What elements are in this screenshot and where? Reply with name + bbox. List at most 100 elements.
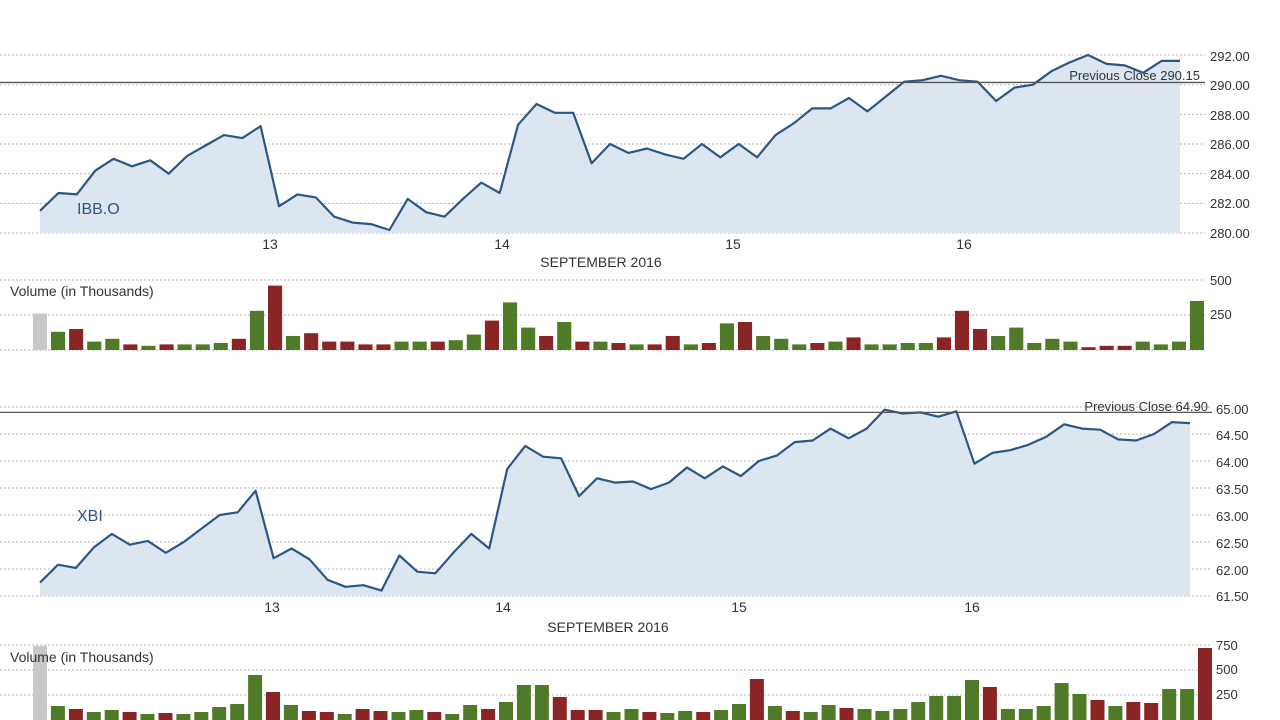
ibb-volume-bar [322, 341, 337, 350]
ibb-volume-bar [864, 344, 879, 350]
ibb-volume-bar [792, 344, 807, 350]
xbi-volume-bar [1198, 648, 1212, 720]
ibb-volume-bar [557, 322, 572, 350]
xbi-volume-bar [929, 696, 944, 720]
ibb-volume-bar [484, 320, 499, 350]
ibb-volume-bar [1099, 345, 1114, 350]
ibb-volume-bar [32, 313, 47, 350]
xbi-volume-grid [0, 644, 1212, 696]
xbi-volume-bar [301, 711, 316, 720]
xbi-volume-bar [283, 705, 298, 720]
ibb-y-tick-label: 280.00 [1210, 226, 1250, 241]
xbi-volume-bar [1180, 689, 1195, 720]
xbi-volume-bar [839, 708, 854, 720]
xbi-volume-bar [552, 697, 567, 720]
xbi-volume-bar [1036, 706, 1051, 720]
ibb-y-tick-label: 286.00 [1210, 137, 1250, 152]
ibb-volume-bar [1153, 344, 1168, 350]
xbi-volume-bar [749, 679, 764, 720]
xbi-y-tick-labels: 65.00 64.50 64.00 63.50 63.00 62.50 62.0… [1216, 402, 1249, 604]
ibb-volume-bar [1045, 338, 1060, 350]
ibb-volume-bar [719, 323, 734, 350]
xbi-y-tick-label: 61.50 [1216, 589, 1249, 604]
ibb-volume-bar [340, 341, 355, 350]
xbi-volume-bar [732, 704, 746, 720]
xbi-x-tick-labels: 13 14 15 16 [264, 599, 980, 615]
xbi-volume-bar [481, 709, 496, 720]
xbi-volume-bar [570, 710, 585, 720]
xbi-volume-bar [176, 714, 191, 720]
ibb-volume-bar [1027, 343, 1042, 350]
ibb-volume-bar [647, 344, 662, 350]
ibb-volume-bar [1081, 347, 1096, 350]
ibb-volume-bar [376, 344, 391, 350]
ibb-volume-grid [0, 279, 1205, 351]
ibb-volume-bar [1117, 345, 1132, 350]
ibb-volume-label: Volume (in Thousands) [10, 283, 154, 299]
ibb-y-tick-label: 288.00 [1210, 108, 1250, 123]
ibb-volume-bar [213, 343, 228, 350]
ibb-volume-y-tick-label: 250 [1210, 307, 1232, 322]
ibb-volume-bar [358, 344, 373, 350]
xbi-volume-y-tick-label: 750 [1216, 638, 1238, 653]
ibb-volume-bar [521, 327, 536, 350]
ibb-x-tick-label: 13 [262, 236, 278, 252]
ibb-volume-bar [991, 336, 1006, 350]
xbi-volume-bar [104, 710, 119, 720]
ibb-volume-bar [448, 340, 463, 350]
xbi-volume-bar [122, 712, 137, 720]
xbi-volume-bar [982, 687, 997, 720]
xbi-y-tick-label: 62.00 [1216, 563, 1249, 578]
xbi-volume-bar [355, 709, 370, 720]
ibb-y-tick-labels: 292.00 290.00 288.00 286.00 284.00 282.0… [1210, 49, 1250, 241]
xbi-y-tick-label: 63.50 [1216, 482, 1249, 497]
ibb-volume-panel: Volume (in Thousands) 500 250 [0, 273, 1232, 351]
xbi-volume-y-tick-label: 500 [1216, 662, 1238, 677]
ibb-volume-bar [51, 331, 66, 350]
xbi-volume-y-tick-label: 250 [1216, 687, 1238, 702]
ibb-volume-bar [683, 344, 698, 350]
ibb-x-tick-label: 16 [956, 236, 972, 252]
ibb-volume-bar [629, 344, 644, 350]
ibb-volume-bar [846, 337, 861, 350]
xbi-volume-bar [606, 712, 621, 720]
xbi-volume-bar [68, 709, 83, 720]
xbi-volume-bar [893, 709, 908, 720]
xbi-volume-bar [803, 712, 818, 720]
xbi-volume-bar [714, 710, 729, 720]
ibb-volume-bar [231, 338, 246, 350]
xbi-volume-bar [911, 702, 926, 720]
xbi-volume-bar [337, 714, 352, 720]
xbi-volume-bar [445, 714, 460, 720]
xbi-x-tick-label: 13 [264, 599, 280, 615]
ibb-volume-bar [141, 345, 156, 350]
ibb-volume-bar [593, 341, 608, 350]
xbi-volume-label: Volume (in Thousands) [10, 649, 154, 665]
xbi-volume-bar [1108, 706, 1123, 720]
xbi-volume-bar [1054, 683, 1069, 720]
xbi-volume-bar [409, 710, 424, 720]
xbi-y-tick-label: 65.00 [1216, 402, 1249, 417]
ibb-volume-bar [810, 343, 825, 350]
xbi-volume-bar [642, 712, 657, 720]
ibb-volume-bar [954, 310, 969, 350]
ibb-volume-bars [32, 285, 1204, 350]
ibb-volume-bar [936, 337, 951, 350]
xbi-volume-bar [373, 711, 388, 720]
xbi-volume-bar [86, 712, 101, 720]
xbi-y-tick-label: 62.50 [1216, 536, 1249, 551]
xbi-volume-bar [33, 646, 47, 720]
xbi-volume-bar [1000, 709, 1015, 720]
ibb-volume-bar [882, 344, 897, 350]
xbi-series-name: XBI [77, 508, 103, 525]
ibb-volume-bar [159, 344, 174, 350]
ibb-volume-bar [503, 302, 518, 350]
xbi-volume-panel: Volume (in Thousands) 750 500 250 [0, 638, 1238, 720]
ibb-volume-bar [918, 343, 933, 350]
xbi-volume-bar [534, 685, 549, 720]
xbi-volume-bar [588, 710, 603, 720]
ibb-volume-bar [394, 341, 409, 350]
xbi-volume-bar [624, 709, 639, 720]
xbi-price-panel: Previous Close 64.90 XBI 65.00 64.50 64.… [0, 399, 1249, 635]
